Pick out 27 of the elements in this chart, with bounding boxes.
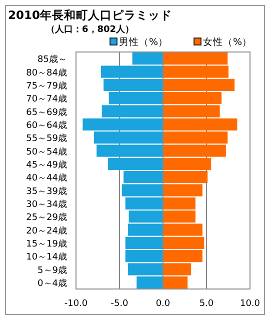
x-tick-label: -10.0 [64,299,88,309]
y-tick-label: 65～69歳 [26,106,67,118]
y-tick-label: 55～59歳 [26,133,67,144]
y-tick-label: 0～4歳 [38,278,67,289]
y-tick-label: 70～74歳 [26,94,67,105]
y-tick-label: 85歳～ [38,54,67,66]
legend-label: 男性（%） [119,36,168,48]
x-tick-label: -5.0 [110,299,129,309]
x-tick-label: 10.0 [240,299,260,309]
y-tick-label: 20～24歳 [26,225,67,236]
y-tick-label: 15～19歳 [26,238,67,250]
y-tick-label: 75～79歳 [26,80,67,92]
y-tick-label: 60～64歳 [26,120,67,131]
y-tick-label: 35～39歳 [26,186,67,197]
x-tick-label: 0.0 [156,299,170,309]
y-tick-label: 25～29歳 [26,212,67,224]
y-tick-label: 30～34歳 [26,198,67,210]
legend-label: 女性（%） [203,36,252,48]
y-tick-label: 80～84歳 [26,67,67,78]
x-tick-label: 5.0 [199,299,214,309]
y-tick-label: 10～14歳 [26,252,67,263]
y-tick-label: 45～49歳 [26,159,67,170]
chart-subtitle: （人口：6，802人） [46,24,134,35]
chart-title: 2010年長和町人口ピラミッド [8,8,172,22]
y-tick-label: 5～9歳 [38,264,67,276]
y-tick-label: 40～44歳 [26,172,67,184]
y-tick-label: 50～54歳 [26,146,67,158]
